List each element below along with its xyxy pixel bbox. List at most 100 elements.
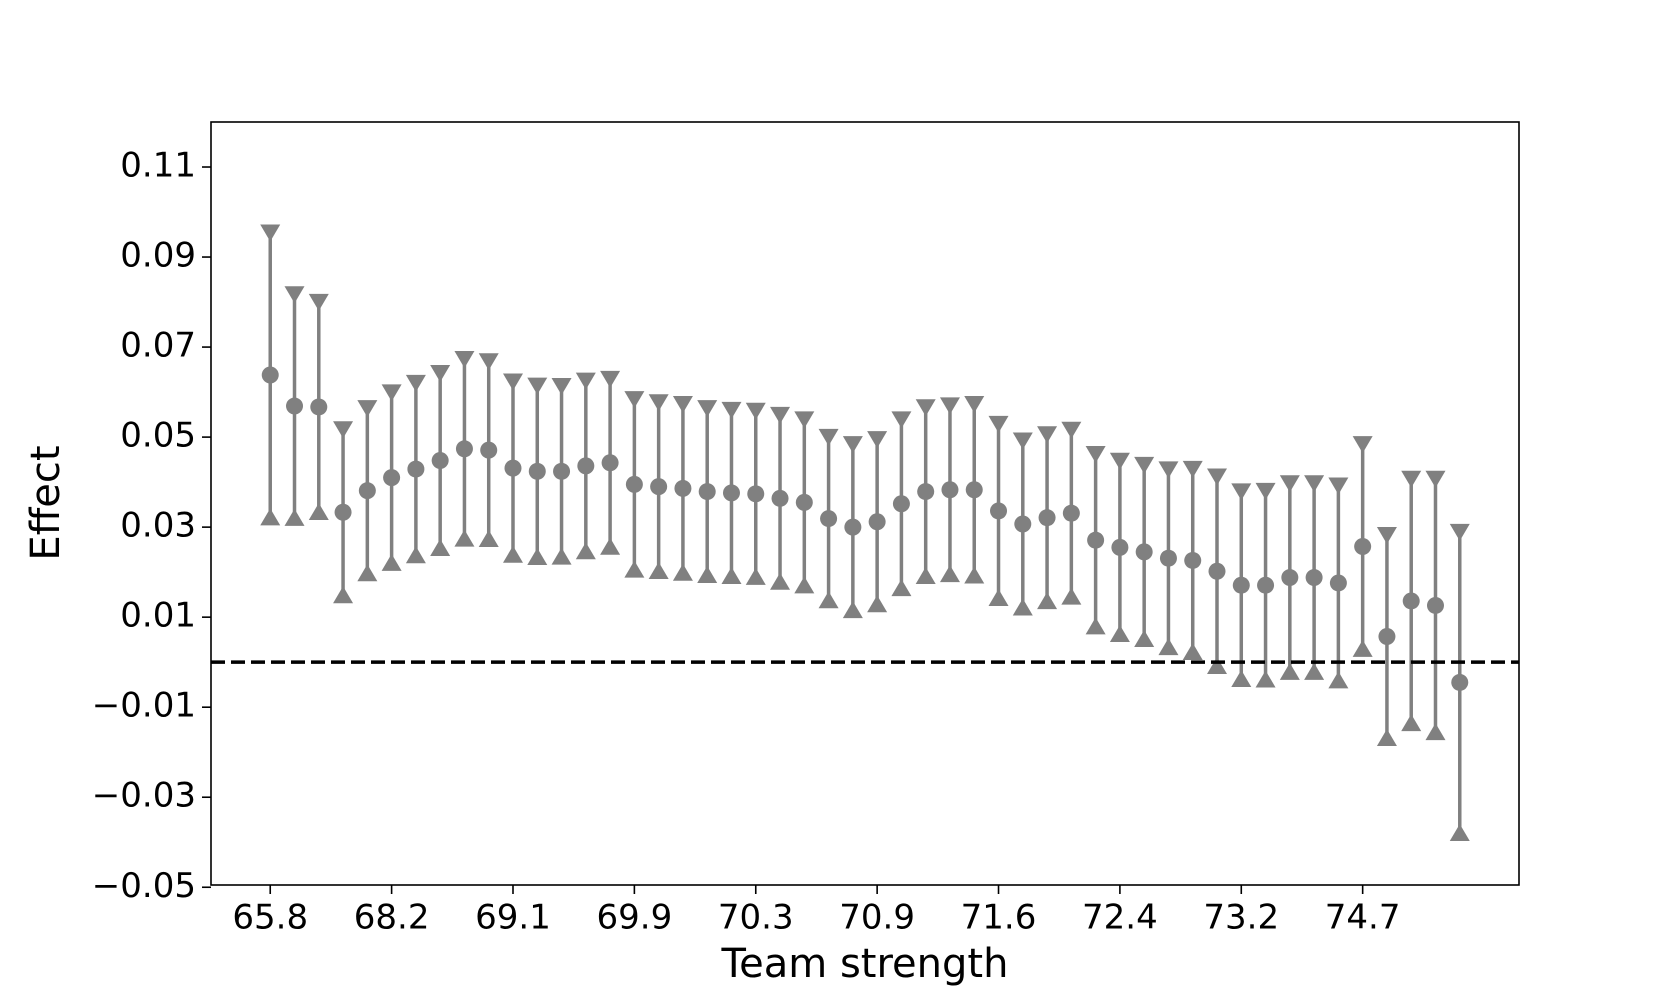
error-cap-upper: [672, 396, 693, 414]
x-tick-label: 70.3: [718, 898, 794, 938]
error-cap-lower: [939, 565, 960, 583]
point: [1402, 592, 1420, 610]
point: [504, 459, 522, 477]
error-cap-upper: [1207, 468, 1228, 486]
error-cap-upper: [1328, 477, 1349, 495]
error-cap-upper: [1279, 475, 1300, 493]
point: [358, 482, 376, 500]
y-tick-label: −0.05: [92, 866, 196, 906]
error-cap-upper: [1401, 470, 1422, 488]
x-tick-label: 70.9: [839, 898, 915, 938]
error-cap-upper: [1109, 452, 1130, 470]
error-cap-lower: [1182, 643, 1203, 661]
point: [698, 483, 716, 501]
y-tick-label: −0.01: [92, 686, 196, 726]
error-cap-lower: [284, 508, 305, 526]
error-cap-lower: [502, 545, 523, 563]
point: [1451, 673, 1469, 691]
error-cap-lower: [381, 553, 402, 571]
error-cap-lower: [1279, 662, 1300, 680]
y-tick-label: 0.11: [120, 146, 196, 186]
error-cap-lower: [672, 563, 693, 581]
error-cap-lower: [527, 548, 548, 566]
error-cap-upper: [357, 400, 378, 418]
x-tick-label: 74.7: [1325, 898, 1401, 938]
error-cap-lower: [1158, 638, 1179, 656]
error-cap-lower: [842, 601, 863, 619]
error-cap-upper: [915, 399, 936, 417]
point: [1305, 569, 1323, 587]
error-cap-upper: [527, 377, 548, 395]
point: [455, 440, 473, 458]
error-cap-upper: [1304, 475, 1325, 493]
error-cap-lower: [1012, 598, 1033, 616]
point: [1378, 628, 1396, 646]
error-cap-lower: [575, 542, 596, 560]
point: [480, 441, 498, 459]
plot-frame: [210, 121, 1520, 886]
error-cap-lower: [1401, 714, 1422, 732]
error-cap-lower: [1328, 671, 1349, 689]
error-cap-lower: [648, 561, 669, 579]
error-cap-lower: [1061, 587, 1082, 605]
error-cap-lower: [697, 566, 718, 584]
y-tick-label: 0.01: [120, 596, 196, 636]
error-cap-lower: [405, 546, 426, 564]
error-cap-upper: [891, 411, 912, 429]
error-cap-lower: [964, 566, 985, 584]
error-cap-upper: [333, 421, 354, 439]
error-cap-upper: [1449, 523, 1470, 541]
point: [892, 495, 910, 513]
error-cap-upper: [502, 373, 523, 391]
error-cap-lower: [1449, 823, 1470, 841]
error-cap-upper: [1231, 483, 1252, 501]
point: [795, 493, 813, 511]
error-cap-upper: [770, 406, 791, 424]
point: [261, 366, 279, 384]
error-cap-upper: [1425, 470, 1446, 488]
error-cap-lower: [1352, 639, 1373, 657]
error-cap-lower: [1425, 723, 1446, 741]
error-cap-upper: [1158, 461, 1179, 479]
error-cap-upper: [648, 394, 669, 412]
error-cap-lower: [357, 564, 378, 582]
error-cap-upper: [818, 428, 839, 446]
error-cap-lower: [818, 591, 839, 609]
y-axis-label: Effect: [23, 445, 69, 560]
y-tick-label: −0.03: [92, 776, 196, 816]
point: [407, 460, 425, 478]
x-tick-label: 72.4: [1082, 898, 1158, 938]
error-cap-upper: [1085, 446, 1106, 464]
error-cap-lower: [1134, 629, 1155, 647]
point: [1014, 515, 1032, 533]
error-cap-upper: [1376, 527, 1397, 545]
error-cap-upper: [964, 396, 985, 414]
point: [1329, 574, 1347, 592]
x-tick-label: 73.2: [1203, 898, 1279, 938]
point: [553, 462, 571, 480]
point: [1062, 504, 1080, 522]
point: [577, 457, 595, 475]
point: [941, 481, 959, 499]
y-tick-label: 0.03: [120, 506, 196, 546]
point: [1232, 576, 1250, 594]
error-cap-upper: [745, 402, 766, 420]
error-cap-lower: [770, 572, 791, 590]
point: [674, 479, 692, 497]
error-cap-upper: [430, 364, 451, 382]
error-cap-lower: [624, 560, 645, 578]
error-cap-lower: [1231, 670, 1252, 688]
point: [990, 502, 1008, 520]
y-tick-label: 0.07: [120, 326, 196, 366]
point: [1354, 537, 1372, 555]
error-cap-lower: [308, 503, 329, 521]
error-cap-upper: [600, 370, 621, 388]
point: [1208, 562, 1226, 580]
error-cap-lower: [1376, 729, 1397, 747]
point: [528, 462, 546, 480]
point: [383, 469, 401, 487]
point: [431, 452, 449, 470]
error-cap-upper: [381, 384, 402, 402]
point: [1111, 538, 1129, 556]
